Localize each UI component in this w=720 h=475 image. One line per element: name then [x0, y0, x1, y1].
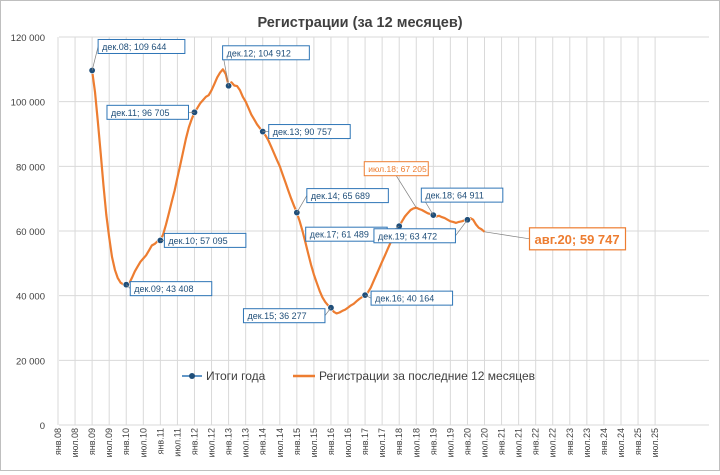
legend-annual-label: Итоги года: [206, 369, 266, 383]
data-label-text: дек.08; 109 644: [102, 42, 166, 52]
annotation-text: июл.18; 67 205: [368, 164, 427, 174]
data-label-box: [370, 290, 454, 306]
x-tick-label: янв.22: [531, 428, 541, 455]
data-label-box: [163, 232, 247, 248]
x-tick-label: янв.11: [155, 428, 165, 454]
x-tick-label: июл.10: [138, 428, 148, 457]
data-label-leader: [455, 219, 468, 236]
data-label-text: дек.09; 43 408: [134, 284, 193, 294]
data-label-leader: [364, 294, 372, 299]
data-label-text: дек.11; 96 705: [111, 108, 170, 118]
y-tick-label: 80 000: [16, 162, 45, 173]
x-tick-label: июл.13: [241, 428, 251, 457]
x-tick-label: июл.19: [445, 428, 455, 457]
x-tick-label: июл.11: [172, 428, 182, 457]
data-label-text: дек.12; 104 912: [227, 48, 291, 58]
x-tick-label: июл.18: [411, 428, 421, 457]
data-label-box: [129, 281, 213, 297]
data-label-text: дек.13; 90 757: [273, 127, 332, 137]
annotation-box: [363, 161, 429, 177]
x-tick-label: янв.17: [360, 428, 370, 455]
x-axis: янв.08 июл.08 янв.09 июл.09 янв.10 июл.10 янв.…: [53, 428, 660, 457]
annual-point: [88, 66, 96, 74]
chart-title: Регистрации (за 12 месяцев): [257, 15, 462, 31]
x-tick-label: июл.25: [650, 428, 660, 457]
data-label-text: дек.15; 36 277: [247, 311, 306, 321]
x-tick-label: июл.16: [343, 428, 353, 457]
legend-annual-marker: [189, 373, 195, 379]
data-label-box: [373, 228, 456, 244]
data-label-leader: [324, 307, 332, 316]
x-tick-label: июл.14: [275, 428, 285, 457]
x-tick-label: янв.18: [394, 428, 404, 455]
data-label-leader: [91, 46, 99, 71]
y-axis: 0 20 000 40 000 60 000 80 000 100 000 120 000: [11, 33, 45, 432]
data-label-box: [268, 124, 351, 140]
x-tick-label: июл.22: [548, 428, 558, 457]
x-tick-label: янв.20: [462, 428, 472, 455]
data-label-box: [97, 38, 186, 54]
x-tick-label: июл.12: [207, 428, 217, 457]
x-tick-label: янв.13: [224, 428, 234, 455]
data-label-box: [420, 187, 504, 203]
data-label-text: дек.14; 65 689: [311, 191, 370, 201]
x-tick-label: янв.25: [633, 428, 643, 455]
legend-rolling-label: Регистрации за последние 12 месяцев: [319, 369, 535, 383]
annotation-text: авг.20; 59 747: [535, 232, 620, 247]
x-tick-label: июл.20: [480, 428, 490, 457]
x-tick-label: янв.09: [87, 428, 97, 455]
x-tick-label: янв.19: [428, 428, 438, 455]
x-tick-label: июл.21: [514, 428, 524, 457]
x-tick-label: июл.23: [582, 428, 592, 457]
x-tick-label: июл.15: [309, 428, 319, 457]
data-labels: дек.08; 109 644 дек.09; 43 408 дек.10; 57 …: [91, 38, 627, 324]
x-tick-label: янв.12: [189, 428, 199, 455]
x-tick-label: янв.23: [565, 428, 575, 455]
x-tick-label: янв.15: [292, 428, 302, 455]
x-tick-label: янв.21: [497, 428, 507, 455]
x-tick-label: янв.10: [121, 428, 131, 455]
y-tick-label: 0: [40, 421, 45, 432]
x-tick-label: янв.16: [326, 428, 336, 455]
annotation-box: [528, 227, 627, 251]
data-label-text: дек.17; 61 489: [310, 230, 369, 240]
y-tick-label: 60 000: [16, 227, 45, 238]
y-tick-label: 120 000: [11, 33, 45, 44]
data-label-box: [222, 45, 310, 61]
x-tick-label: июл.17: [377, 428, 387, 457]
data-label-box: [306, 188, 389, 204]
data-label-text: дек.18; 64 911: [425, 191, 484, 201]
x-tick-label: июл.24: [616, 428, 626, 457]
annual-point: [293, 209, 301, 217]
x-tick-label: июл.09: [104, 428, 114, 457]
x-tick-label: янв.24: [599, 428, 609, 455]
y-tick-label: 100 000: [11, 98, 45, 109]
x-tick-label: янв.08: [53, 428, 63, 455]
annotation-leader: [395, 175, 417, 208]
y-tick-label: 40 000: [16, 292, 45, 303]
annotation-leader: [484, 231, 530, 240]
data-label-text: дек.16; 40 164: [375, 294, 434, 304]
annual-point: [327, 304, 335, 312]
x-tick-label: янв.14: [258, 428, 268, 455]
data-label-box: [106, 104, 189, 120]
y-tick-label: 20 000: [16, 356, 45, 367]
annual-point: [361, 291, 369, 299]
data-label-box: [242, 308, 326, 324]
data-label-text: дек.10; 57 095: [168, 236, 227, 246]
legend: Итоги года Регистрации за последние 12 м…: [182, 369, 535, 383]
data-label-text: дек.19; 63 472: [378, 231, 437, 241]
data-label-leader: [296, 195, 308, 213]
x-tick-label: июл.08: [70, 428, 80, 457]
data-label-leader: [125, 284, 131, 289]
